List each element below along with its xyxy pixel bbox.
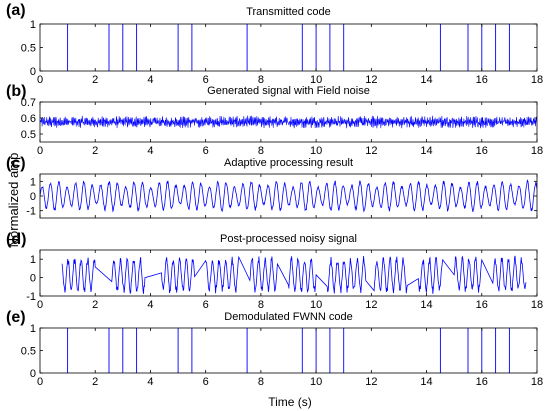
x-tick-label: 16 (476, 74, 488, 86)
y-tick-label: -1 (26, 291, 36, 303)
panel-label: (d) (6, 231, 26, 248)
y-tick-label: 0.5 (21, 129, 36, 141)
y-tick-label: 0.5 (21, 43, 36, 55)
x-tick-label: 6 (203, 74, 209, 86)
y-tick-label: -1 (26, 206, 36, 218)
x-tick-label: 18 (531, 299, 543, 311)
y-tick-label: 1 (30, 254, 36, 266)
x-tick-label: 0 (37, 145, 43, 157)
panel-title: Adaptive processing result (224, 157, 353, 169)
y-tick-label: 1 (30, 323, 36, 335)
x-tick-label: 10 (310, 145, 322, 157)
y-tick-label: 0.6 (21, 113, 36, 125)
shared-x-axis-label: Time (s) (268, 395, 312, 409)
x-tick-label: 2 (92, 145, 98, 157)
x-tick-label: 2 (92, 74, 98, 86)
y-tick-label: 1 (30, 19, 36, 31)
x-tick-label: 12 (365, 145, 377, 157)
x-tick-label: 4 (147, 145, 153, 157)
axes-box (39, 101, 538, 143)
x-tick-label: 18 (531, 376, 543, 388)
x-tick-label: 12 (365, 299, 377, 311)
x-tick-label: 8 (258, 299, 264, 311)
x-tick-label: 4 (147, 74, 153, 86)
x-tick-label: 2 (92, 299, 98, 311)
x-tick-label: 8 (258, 376, 264, 388)
panel-5: 0 2 4 6 8 10 12 14 16 18 0 0.5 1 (e) Demodulated FWNN … (6, 309, 543, 388)
x-tick-label: 18 (531, 74, 543, 86)
panel-title: Transmitted code (246, 6, 331, 18)
y-tick-label: 1 (30, 176, 36, 188)
x-tick-label: 6 (203, 145, 209, 157)
x-tick-label: 16 (476, 145, 488, 157)
series-line (67, 328, 510, 373)
panel-title: Post-processed noisy signal (220, 233, 357, 245)
axes-box (39, 249, 538, 297)
x-tick-label: 14 (420, 145, 432, 157)
x-tick-label: 10 (310, 299, 322, 311)
x-tick-label: 8 (258, 145, 264, 157)
y-tick-label: 0 (30, 273, 36, 285)
y-tick-label: 0.7 (21, 97, 36, 109)
x-tick-label: 14 (420, 74, 432, 86)
x-tick-label: 2 (92, 376, 98, 388)
x-tick-label: 10 (310, 74, 322, 86)
x-tick-label: 4 (147, 299, 153, 311)
panel-title: Generated signal with Field noise (207, 85, 370, 97)
x-tick-label: 0 (37, 299, 43, 311)
x-tick-label: 6 (203, 299, 209, 311)
x-tick-label: 14 (420, 299, 432, 311)
series-line (67, 24, 510, 71)
x-tick-label: 6 (203, 376, 209, 388)
panel-label: (c) (6, 155, 26, 172)
x-tick-label: 16 (476, 299, 488, 311)
y-tick-label: 0 (30, 66, 36, 78)
y-tick-label: 0.5 (21, 346, 36, 358)
x-tick-label: 0 (37, 376, 43, 388)
shared-y-axis-label: Normalized amp (6, 153, 21, 248)
panel-1: 0 2 4 6 8 10 12 14 16 18 0 0.5 1 (a) Transmitted code (6, 2, 543, 86)
panel-2: 0 2 4 6 8 10 12 14 16 18 0.5 0.6 0.7(b) Generated sig… (6, 83, 543, 157)
series-line (40, 179, 537, 213)
axes-box (39, 23, 538, 72)
y-tick-label: 0 (30, 368, 36, 380)
y-tick-label: 0 (30, 191, 36, 203)
x-tick-label: 4 (147, 376, 153, 388)
x-tick-label: 10 (310, 376, 322, 388)
panel-label: (b) (6, 83, 26, 100)
x-tick-label: 8 (258, 74, 264, 86)
series-line (61, 255, 527, 294)
series-line (40, 115, 537, 129)
panel-4: 0 2 4 6 8 10 12 14 16 18-101(d) Post-processed noi… (6, 231, 543, 311)
x-tick-label: 18 (531, 145, 543, 157)
x-tick-label: 16 (476, 376, 488, 388)
x-tick-label: 14 (420, 376, 432, 388)
x-tick-label: 0 (37, 74, 43, 86)
panel-3: -1 0 1 (c) Adaptive processing result (6, 155, 538, 219)
panel-label: (a) (6, 2, 26, 19)
x-tick-label: 12 (365, 376, 377, 388)
x-tick-label: 12 (365, 74, 377, 86)
axes-box (39, 327, 538, 374)
panel-title: Demodulated FWNN code (224, 311, 352, 323)
panel-label: (e) (6, 309, 26, 326)
